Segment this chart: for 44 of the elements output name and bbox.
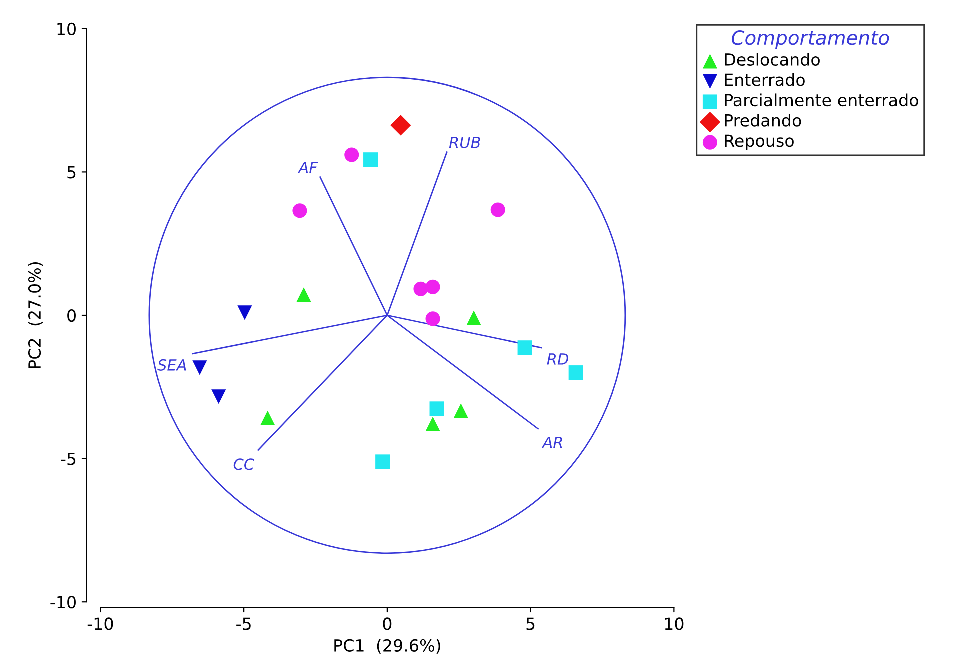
point <box>426 416 440 432</box>
point <box>426 312 440 326</box>
point <box>466 310 482 326</box>
point <box>364 152 378 168</box>
point <box>344 148 360 162</box>
y-tick-label: -5 <box>61 452 76 466</box>
legend-label: Deslocando <box>725 53 820 66</box>
point <box>414 282 428 296</box>
y-tick-label: 10 <box>58 22 76 36</box>
point <box>454 404 468 418</box>
point <box>426 280 440 294</box>
x-tick-label: 0 <box>383 618 392 630</box>
legend-label: Predando <box>725 114 802 127</box>
point <box>260 410 276 426</box>
point <box>490 202 506 218</box>
y-tick-label: 0 <box>68 309 76 322</box>
legend-title: Comportamento <box>732 30 890 49</box>
point <box>430 402 444 416</box>
y-tick-label: -10 <box>50 596 76 609</box>
annotation: CC <box>234 458 255 470</box>
x-tick-label: -5 <box>236 618 251 630</box>
legend-label: Parcialmente enterrado <box>725 94 918 107</box>
legend-label: Repouso <box>725 134 794 150</box>
point <box>192 360 208 376</box>
annotation: AF <box>298 162 318 174</box>
annotation: RUB <box>449 137 480 148</box>
annotation: RD <box>547 354 568 365</box>
annotation: SEA <box>158 359 186 371</box>
y-axis-title: PC2 (27.0%) <box>28 262 44 368</box>
point <box>518 340 532 356</box>
x-tick-label: 5 <box>526 618 535 630</box>
point <box>212 390 226 404</box>
y-tick-label: 5 <box>68 166 76 179</box>
legend-label: Enterrado <box>725 73 805 86</box>
x-tick-label: 10 <box>665 618 684 630</box>
x-axis-title: PC1 (29.6%) <box>334 639 440 654</box>
point <box>376 454 390 470</box>
point <box>390 115 412 136</box>
point <box>296 288 312 302</box>
x-tick-label: -10 <box>88 618 114 630</box>
annotation: AR <box>542 436 562 448</box>
point <box>568 366 584 380</box>
point <box>292 204 308 218</box>
point <box>238 306 252 320</box>
